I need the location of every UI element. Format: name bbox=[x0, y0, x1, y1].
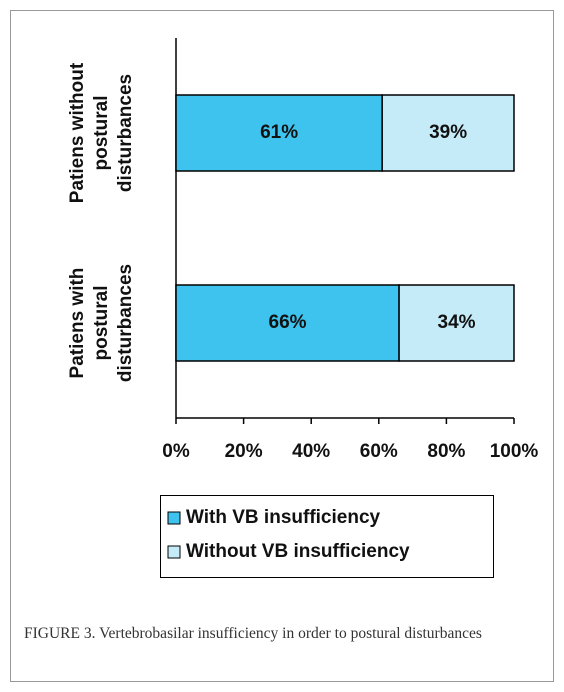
x-tick-label: 60% bbox=[360, 441, 398, 462]
caption: FIGURE 3. Vertebrobasilar insufficiency … bbox=[24, 625, 482, 642]
bar-segment bbox=[381, 94, 515, 172]
data-label: 34% bbox=[438, 312, 476, 333]
bar-segment bbox=[175, 94, 383, 172]
legend-label: With VB insufficiency bbox=[186, 507, 381, 528]
y-tick-label: Patiens without bbox=[67, 62, 88, 203]
x-tick-label: 0% bbox=[162, 441, 190, 462]
legend-label: Without VB insufficiency bbox=[186, 541, 410, 562]
x-tick-label: 100% bbox=[490, 441, 539, 462]
legend-swatch bbox=[167, 545, 181, 559]
data-label: 61% bbox=[260, 122, 298, 143]
y-tick-label: disturbances bbox=[115, 74, 136, 192]
data-label: 66% bbox=[269, 312, 307, 333]
y-tick-label: postural bbox=[91, 286, 112, 361]
bar-segment bbox=[398, 284, 515, 362]
legend-swatch bbox=[167, 511, 181, 525]
x-tick-label: 40% bbox=[292, 441, 330, 462]
data-label: 39% bbox=[429, 122, 467, 143]
y-tick-label: disturbances bbox=[115, 264, 136, 382]
y-tick-label: postural bbox=[91, 96, 112, 171]
figure-border bbox=[10, 10, 554, 682]
y-tick-label: Patiens with bbox=[67, 268, 88, 379]
legend-box bbox=[160, 495, 494, 578]
x-tick-label: 80% bbox=[427, 441, 465, 462]
x-tick-label: 20% bbox=[225, 441, 263, 462]
